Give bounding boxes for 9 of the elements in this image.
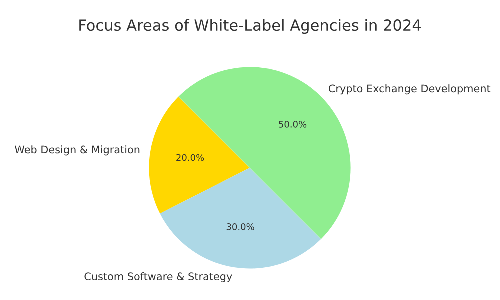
pie-slice: [149, 96, 250, 214]
slice-label: Web Design & Migration: [14, 146, 140, 156]
chart-title: Focus Areas of White-Label Agencies in 2024: [80, 19, 422, 34]
data-label: 50.0%: [279, 121, 307, 128]
slice-label: Custom Software & Strategy: [84, 272, 232, 283]
pie-slice: [160, 168, 322, 269]
slice-label: Crypto Exchange Development: [328, 84, 491, 95]
data-label: 30.0%: [226, 224, 254, 230]
data-label: 20.0%: [176, 154, 204, 162]
